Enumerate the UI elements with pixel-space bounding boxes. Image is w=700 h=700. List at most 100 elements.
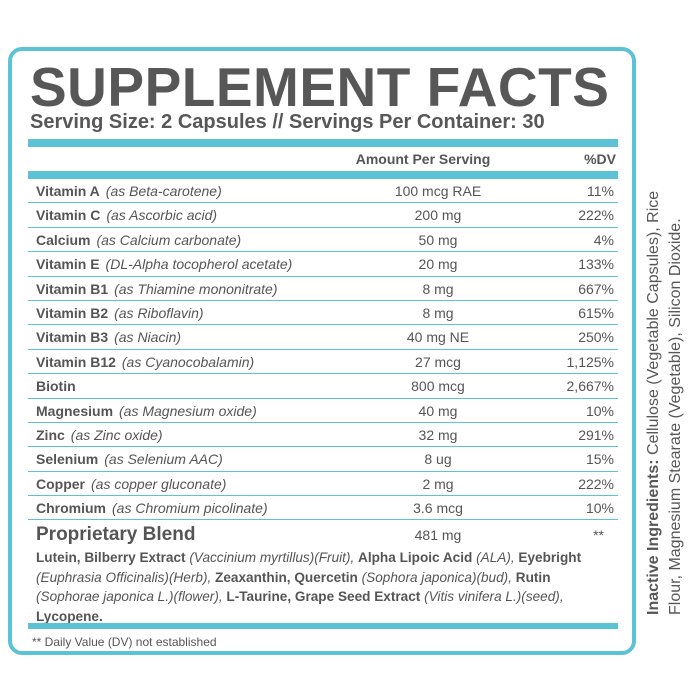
nutrient-source: (as copper gluconate) — [91, 475, 227, 492]
divider — [28, 139, 618, 147]
blend-dv: ** — [593, 527, 604, 543]
nutrient-cell: Vitamin B1 (as Thiamine mononitrate) — [36, 277, 278, 301]
nutrient-source: (as Riboflavin) — [114, 304, 204, 321]
nutrient-amount: 32 mg — [418, 426, 458, 443]
nutrient-cell: Vitamin E (DL-Alpha tocopherol acetate) — [36, 252, 292, 276]
nutrient-name: Vitamin B2 — [36, 304, 109, 321]
nutrient-name: Selenium — [36, 451, 99, 468]
nutrient-dv: 222% — [578, 207, 614, 224]
nutrient-source: (as Calcium carbonate) — [96, 231, 242, 248]
nutrient-cell: Biotin — [36, 374, 76, 398]
nutrient-dv: 15% — [585, 451, 614, 468]
nutrient-source: (as Zinc oxide) — [70, 426, 163, 443]
nutrient-source: (as Selenium AAC) — [104, 451, 223, 468]
nutrient-source: (as Thiamine mononitrate) — [114, 280, 278, 297]
ingredient-text: Lutein, Bilberry Extract — [36, 550, 186, 565]
nutrient-row: Vitamin B3 (as Niacin) 40 mg NE 250% — [28, 325, 618, 350]
nutrient-cell: Copper (as copper gluconate) — [36, 472, 226, 496]
nutrient-row: Vitamin B1 (as Thiamine mononitrate) 8 mg 6… — [28, 277, 618, 301]
nutrient-dv: 10% — [585, 500, 614, 517]
nutrient-row: Vitamin E (DL-Alpha tocopherol acetate) 20… — [28, 252, 618, 277]
nutrient-row: Zinc (as Zinc oxide) 32 mg 291% — [28, 423, 618, 448]
nutrient-amount: 3.6 mcg — [413, 500, 463, 517]
nutrient-amount: 2 mg — [422, 475, 454, 492]
blend-ingredients: Lutein, Bilberry Extract (Vaccinium myrt… — [36, 548, 616, 626]
nutrient-source: (as Cyanocobalamin) — [121, 353, 255, 370]
ingredient-text: (Sophorae japonica L.)(flower), — [36, 589, 227, 604]
nutrient-source: (as Niacin) — [114, 329, 182, 346]
nutrient-cell: Magnesium (as Magnesium oxide) — [36, 399, 257, 423]
inactive-label: Inactive Ingredients: — [645, 459, 662, 615]
nutrient-row: Selenium (as Selenium AAC) 8 ug 15% — [28, 447, 618, 472]
ingredient-text: Rutin — [515, 569, 551, 585]
nutrient-name: Biotin — [36, 378, 76, 395]
ingredient-text: Alpha Lipoic Acid — [358, 550, 473, 565]
nutrient-name: Zinc — [36, 426, 65, 443]
nutrient-amount: 27 mcg — [415, 353, 461, 370]
nutrient-dv: 4% — [593, 231, 614, 248]
serving-info: Serving Size: 2 Capsules // Servings Per… — [30, 111, 545, 133]
ingredient-text: (ALA), — [472, 550, 519, 565]
nutrient-dv: 11% — [587, 183, 614, 199]
ingredient-text: L-Taurine, Grape Seed Extract — [226, 589, 421, 604]
nutrient-amount: 8 ug — [424, 451, 452, 468]
nutrient-amount: 8 mg — [422, 280, 454, 297]
nutrient-dv: 222% — [578, 475, 614, 492]
nutrient-row: Vitamin B2 (as Riboflavin) 8 mg 615% — [28, 301, 618, 326]
nutrient-row: Vitamin C (as Ascorbic acid) 200 mg 222% — [28, 203, 618, 228]
inactive-line: Flour, Magnesium Stearate (Vegetable), S… — [667, 218, 684, 615]
nutrient-row: Biotin 800 mcg 2,667% — [28, 374, 618, 399]
ingredient-text: (Vaccinium myrtillus)(Fruit), — [185, 550, 359, 565]
nutrient-name: Vitamin B12 — [36, 353, 116, 370]
nutrient-amount: 50 mg — [418, 231, 458, 248]
nutrient-amount: 100 mcg RAE — [394, 183, 482, 199]
blend-row: Proprietary Blend 481 mg ** — [28, 522, 618, 548]
nutrient-amount: 200 mg — [414, 207, 462, 224]
nutrient-amount: 20 mg — [418, 256, 458, 273]
nutrient-cell: Selenium (as Selenium AAC) — [36, 447, 223, 471]
nutrient-name: Calcium — [36, 231, 91, 248]
ingredient-text: Zeaxanthin, Quercetin — [215, 569, 358, 585]
nutrient-cell: Zinc (as Zinc oxide) — [36, 423, 163, 447]
divider — [28, 623, 618, 629]
nutrient-dv: 133% — [578, 256, 614, 273]
dv-header: %DV — [584, 151, 616, 167]
nutrient-dv: 2,667% — [566, 378, 614, 395]
ingredient-text: (Sophora japonica)(bud), — [357, 569, 516, 585]
ingredient-text: Eyebright — [518, 550, 582, 565]
nutrient-name: Chromium — [36, 500, 106, 517]
footnote: ** Daily Value (DV) not established — [32, 635, 217, 649]
nutrient-source: (as Magnesium oxide) — [119, 402, 257, 419]
nutrient-name: Vitamin A — [36, 183, 100, 199]
nutrient-cell: Calcium (as Calcium carbonate) — [36, 228, 241, 252]
nutrient-cell: Chromium (as Chromium picolinate) — [36, 496, 268, 520]
nutrient-cell: Vitamin B12 (as Cyanocobalamin) — [36, 350, 254, 374]
ingredient-text: Lycopene. — [36, 608, 103, 624]
nutrient-row: Chromium (as Chromium picolinate) 3.6 mcg 1… — [28, 496, 618, 521]
blend-amount: 481 mg — [414, 527, 462, 543]
nutrient-amount: 40 mg — [418, 402, 458, 419]
nutrient-dv: 291% — [578, 426, 614, 443]
column-header: Amount Per Serving %DV — [28, 151, 618, 171]
divider — [28, 171, 618, 179]
nutrient-row: Magnesium (as Magnesium oxide) 40 mg 10% — [28, 399, 618, 423]
nutrient-cell: Vitamin B3 (as Niacin) — [36, 325, 181, 349]
nutrient-row: Copper (as copper gluconate) 2 mg 222% — [28, 472, 618, 497]
nutrient-cell: Vitamin A (as Beta-carotene) — [36, 179, 222, 203]
nutrient-dv: 667% — [578, 280, 614, 297]
nutrient-rows: Vitamin A (as Beta-carotene) 100 mcg RAE 11… — [28, 179, 618, 521]
blend-name: Proprietary Blend — [36, 524, 196, 545]
inactive-line: Cellulose (Vegetable Capsules), Rice — [645, 190, 662, 455]
nutrient-row: Vitamin A (as Beta-carotene) 100 mcg RAE 11… — [28, 179, 618, 204]
nutrient-amount: 40 mg NE — [406, 329, 470, 346]
facts-panel: SUPPLEMENT FACTS Serving Size: 2 Capsule… — [8, 47, 636, 655]
nutrient-dv: 250% — [578, 329, 614, 346]
nutrient-source: (as Beta-carotene) — [105, 183, 222, 199]
nutrient-row: Vitamin B12 (as Cyanocobalamin) 27 mcg 1,12… — [28, 350, 618, 375]
nutrient-cell: Vitamin B2 (as Riboflavin) — [36, 301, 204, 325]
nutrient-source: (as Ascorbic acid) — [106, 207, 218, 224]
nutrient-row: Calcium (as Calcium carbonate) 50 mg 4% — [28, 228, 618, 253]
nutrient-dv: 615% — [578, 304, 614, 321]
title: SUPPLEMENT FACTS — [30, 56, 610, 118]
